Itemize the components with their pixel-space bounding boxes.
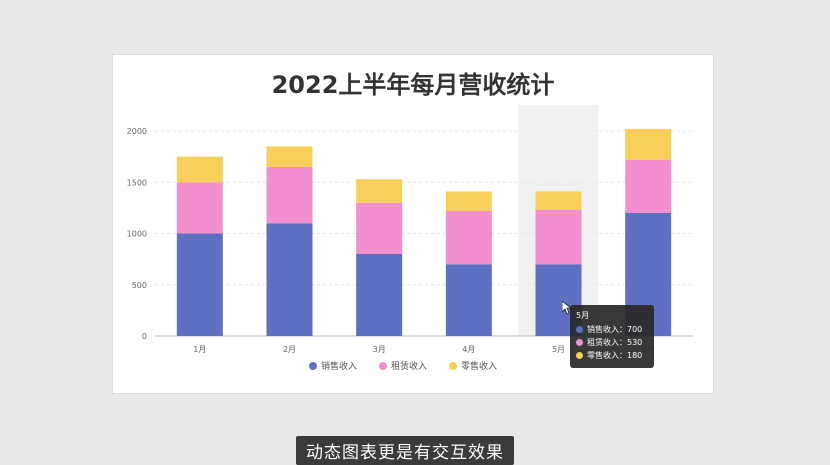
x-tick-label: 1月 xyxy=(193,345,206,354)
y-tick-label: 2000 xyxy=(127,127,147,136)
chart-slide: 2022上半年每月营收统计 0 500 1000 1500 2000 1月 2月 3月 4月 5月… xyxy=(112,54,714,394)
bar-segment xyxy=(266,223,313,336)
x-tick-label: 4月 xyxy=(462,345,475,354)
bar-segment xyxy=(266,146,313,167)
stacked-bar-chart: 05001000150020001月2月3月4月5月6月销售收入租赁收入零售收入 xyxy=(127,105,693,372)
bar-segment xyxy=(266,166,313,224)
bar-segment xyxy=(176,233,223,336)
tooltip-row: 零售收入：180 xyxy=(576,350,648,361)
bar-segment xyxy=(625,128,672,160)
video-subtitle: 动态图表更是有交互效果 xyxy=(296,436,514,465)
series-color-dot xyxy=(576,339,583,346)
legend-label: 租赁收入 xyxy=(391,360,427,372)
tooltip-row-label: 销售收入：700 xyxy=(587,325,643,334)
bar-segment xyxy=(356,254,403,336)
bar-segment xyxy=(176,156,223,183)
legend-marker xyxy=(379,362,387,370)
legend-label: 销售收入 xyxy=(321,360,357,372)
bar-segment xyxy=(535,209,582,265)
bar-segment xyxy=(625,159,672,213)
tooltip-row-label: 零售收入：180 xyxy=(587,351,643,360)
bar-segment xyxy=(356,179,403,203)
tooltip-row: 销售收入：700 xyxy=(576,324,648,335)
bar-segment xyxy=(445,191,492,211)
legend-label: 零售收入 xyxy=(461,360,497,372)
bar-segment xyxy=(445,264,492,336)
chart-title: 2022上半年每月营收统计 xyxy=(271,71,555,99)
y-tick-label: 0 xyxy=(142,332,147,341)
tooltip-row: 租赁收入：530 xyxy=(576,337,648,348)
y-tick-label: 1000 xyxy=(127,230,147,239)
y-tick-label: 1500 xyxy=(127,178,147,187)
legend-marker xyxy=(449,362,457,370)
bar-segment xyxy=(535,191,582,210)
series-color-dot xyxy=(576,352,583,359)
series-color-dot xyxy=(576,326,583,333)
x-tick-label: 3月 xyxy=(373,345,386,354)
hover-tooltip: 5月 销售收入：700 租赁收入：530 零售收入：180 xyxy=(570,305,654,368)
x-tick-label: 2月 xyxy=(283,345,296,354)
bar-segment xyxy=(356,202,403,254)
tooltip-row-label: 租赁收入：530 xyxy=(587,338,643,347)
x-tick-label: 5月 xyxy=(552,345,565,354)
bar-segment xyxy=(445,210,492,265)
legend-marker xyxy=(309,362,317,370)
bar-segment xyxy=(176,182,223,234)
y-tick-label: 500 xyxy=(132,281,147,290)
tooltip-title: 5月 xyxy=(576,311,590,320)
